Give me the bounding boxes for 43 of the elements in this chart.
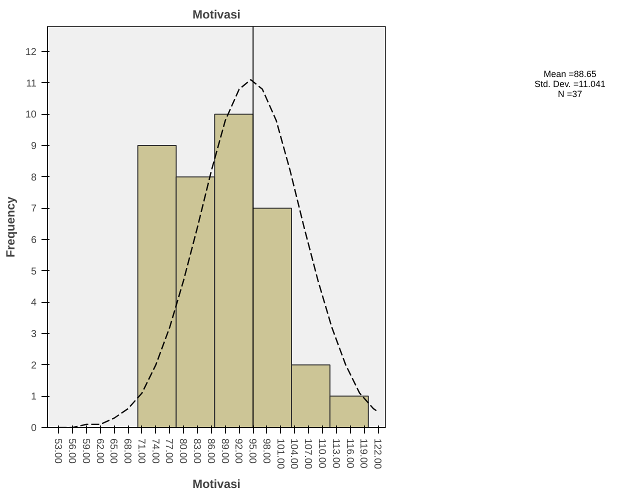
y-tick-label: 0 bbox=[30, 423, 37, 434]
y-tick-label: 9 bbox=[30, 141, 37, 152]
x-tick-label: 101.00 bbox=[274, 438, 286, 470]
x-tick-label: 95.00 bbox=[246, 438, 258, 464]
x-axis-title: Motivasi bbox=[192, 477, 241, 492]
y-tick-label: 6 bbox=[30, 235, 37, 246]
y-tick-label: 5 bbox=[30, 266, 37, 278]
x-tick-label: 119.00 bbox=[358, 438, 369, 469]
y-axis-title: Frequency bbox=[3, 196, 18, 258]
x-tick-label: 53.00 bbox=[52, 438, 64, 464]
y-tick-label: 4 bbox=[30, 298, 37, 309]
y-tick-label: 11 bbox=[26, 78, 37, 90]
x-tick-label: 65.00 bbox=[108, 438, 119, 464]
text: Mean =88.65 bbox=[544, 69, 596, 79]
x-tick-label: 59.00 bbox=[80, 438, 91, 464]
chart-title: Motivasi bbox=[192, 8, 241, 22]
x-tick-label: 56.00 bbox=[66, 438, 78, 464]
x-tick-label: 89.00 bbox=[218, 438, 230, 464]
x-tick-label: 92.00 bbox=[232, 438, 244, 464]
x-tick-label: 83.00 bbox=[191, 438, 202, 464]
x-tick-label: 80.00 bbox=[177, 438, 188, 464]
y-tick-label: 1 bbox=[30, 392, 37, 403]
y-tick-label: 3 bbox=[30, 329, 37, 340]
x-tick-label: 71.00 bbox=[135, 438, 146, 464]
x-tick-label: 98.00 bbox=[260, 438, 272, 464]
text: Std. Dev. =11.041 bbox=[534, 78, 606, 89]
y-tick-label: 8 bbox=[30, 172, 37, 184]
x-tick-label: 116.00 bbox=[344, 438, 355, 469]
text: N =37 bbox=[558, 88, 582, 99]
y-tick-label: 7 bbox=[30, 204, 37, 215]
x-tick-label: 68.00 bbox=[122, 438, 133, 464]
x-tick-label: 86.00 bbox=[204, 438, 216, 464]
x-tick-label: 107.00 bbox=[302, 438, 314, 470]
x-tick-label: 62.00 bbox=[94, 438, 105, 464]
x-tick-label: 113.00 bbox=[330, 438, 341, 469]
y-tick-label: 12 bbox=[25, 47, 37, 58]
y-tick-label: 10 bbox=[25, 110, 37, 121]
y-tick-label: 2 bbox=[30, 360, 37, 372]
x-tick-label: 110.00 bbox=[316, 438, 328, 469]
x-tick-label: 77.00 bbox=[163, 438, 174, 464]
x-tick-label: 74.00 bbox=[149, 438, 160, 464]
x-tick-label: 104.00 bbox=[288, 438, 300, 470]
x-tick-label: 122.00 bbox=[372, 438, 383, 470]
